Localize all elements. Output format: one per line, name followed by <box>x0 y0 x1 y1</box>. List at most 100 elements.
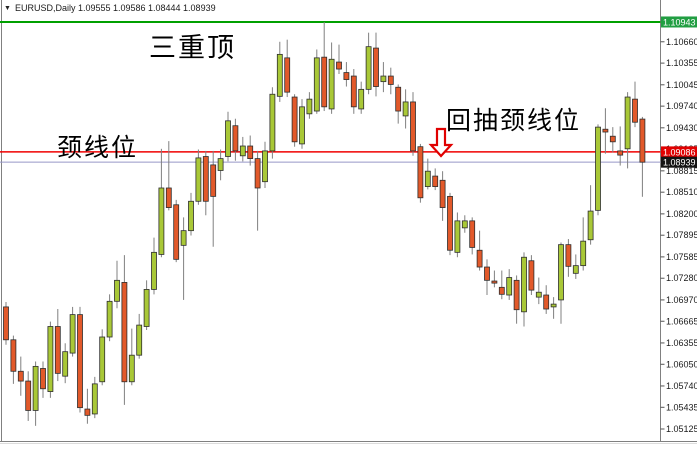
candle <box>225 111 231 162</box>
bull-candle-body <box>269 93 276 152</box>
bear-candle-body <box>617 150 624 156</box>
bear-candle-body <box>395 86 402 112</box>
candle <box>165 141 172 211</box>
axis-tick-label: 1.05435 <box>666 402 697 412</box>
bear-candle-body <box>3 306 9 341</box>
bull-candle-body <box>424 170 431 187</box>
candle <box>32 361 39 426</box>
axis-tick-label: 1.10660 <box>666 37 697 47</box>
bear-candle-body <box>10 339 17 372</box>
candle <box>380 62 387 93</box>
bull-candle-body <box>535 291 542 298</box>
candle <box>291 94 298 147</box>
bear-candle-body <box>202 156 209 202</box>
candle <box>195 149 202 205</box>
candle <box>114 260 120 309</box>
bear-candle-body <box>291 96 298 143</box>
candle <box>350 69 357 114</box>
axis-tick-label: 1.06050 <box>666 359 697 369</box>
candle <box>25 371 32 421</box>
candle <box>521 252 527 327</box>
axis-tick-label: 1.08815 <box>666 166 697 176</box>
candle <box>624 92 631 169</box>
bull-candle-body <box>313 57 320 112</box>
bear-candle-body <box>210 164 217 197</box>
candle <box>373 32 379 97</box>
candle <box>513 275 520 324</box>
bull-candle-body <box>558 244 564 301</box>
candle <box>3 302 9 345</box>
bear-candle-body <box>543 294 550 310</box>
bull-candle-body <box>276 53 283 97</box>
bear-candle-body <box>173 204 180 260</box>
bull-candle-body <box>365 46 372 90</box>
candle <box>336 44 342 74</box>
candle <box>202 150 209 216</box>
bear-candle-body <box>350 75 357 108</box>
bear-candle-body <box>447 195 453 251</box>
axis-tick-label: 1.06665 <box>666 316 697 326</box>
candle <box>447 192 453 256</box>
axis-tick-label: 1.06970 <box>666 295 697 305</box>
bull-candle-body <box>461 220 468 229</box>
bull-candle-body <box>180 230 187 246</box>
bull-candle-body <box>188 200 194 232</box>
candle <box>587 185 594 245</box>
candle <box>217 149 224 181</box>
candle <box>506 269 513 300</box>
candle <box>276 41 283 102</box>
bear-candle-body <box>410 101 416 152</box>
bear-candle-body <box>247 145 254 160</box>
candle <box>417 143 424 203</box>
axis-tick-label: 1.08510 <box>666 187 697 197</box>
bear-candle-body <box>513 279 520 311</box>
bull-candle-body <box>624 96 631 150</box>
candle <box>395 84 402 124</box>
candle <box>54 309 61 382</box>
bull-candle-body <box>32 365 39 411</box>
candle <box>10 335 17 384</box>
bear-candle-body <box>284 57 291 93</box>
candle <box>424 158 431 190</box>
candle <box>535 277 542 305</box>
axis-tick-label: 1.05740 <box>666 381 697 391</box>
candle <box>321 21 328 112</box>
bull-candle-body <box>595 126 601 211</box>
candle <box>77 306 83 413</box>
candle <box>99 329 106 386</box>
bull-candle-body <box>239 145 246 157</box>
price-badge-label: 1.10943 <box>663 17 696 27</box>
candle <box>550 297 557 319</box>
candle <box>106 294 113 342</box>
pullback-arrow-icon <box>428 127 454 158</box>
candle <box>239 136 246 162</box>
bear-candle-body <box>602 128 609 133</box>
symbol-dropdown-icon[interactable]: ▼ <box>4 5 11 12</box>
candle <box>47 321 54 398</box>
candle <box>180 217 187 300</box>
bear-candle-body <box>439 179 446 208</box>
candle <box>572 254 579 279</box>
bull-candle-body <box>195 157 202 202</box>
candle <box>469 217 476 255</box>
price-badge-label: 1.08939 <box>663 158 696 168</box>
bull-candle-body <box>521 256 527 313</box>
bear-candle-body <box>373 47 379 87</box>
candle <box>558 242 564 324</box>
candle <box>188 192 194 236</box>
symbol-ohlc-title: EURUSD,Daily 1.09555 1.09586 1.08444 1.0… <box>14 3 216 13</box>
candle <box>136 313 143 359</box>
bear-candle-body <box>491 280 498 284</box>
candle <box>580 217 587 271</box>
bull-candle-body <box>454 220 461 253</box>
bear-candle-body <box>565 244 572 267</box>
bear-candle-body <box>321 56 328 108</box>
bear-candle-body <box>609 135 616 143</box>
candle <box>247 135 254 166</box>
bull-candle-body <box>143 289 150 327</box>
candle <box>17 356 24 396</box>
bull-candle-body <box>225 120 231 157</box>
candle <box>210 150 217 247</box>
annotation-triple-top: 三重顶 <box>149 33 236 63</box>
